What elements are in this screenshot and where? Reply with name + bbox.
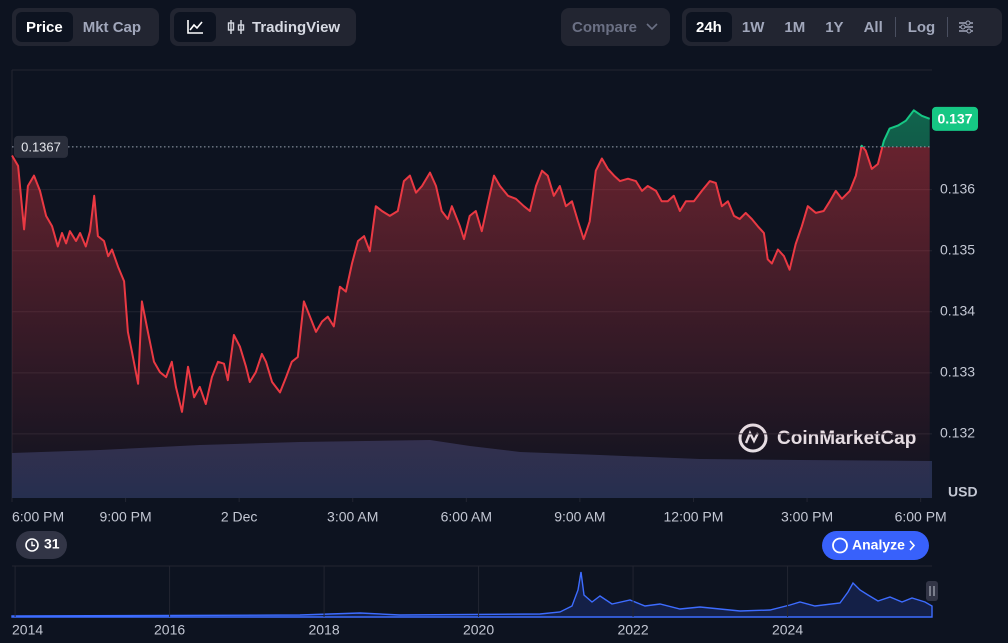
overview-tick-label: 2018 — [308, 622, 339, 638]
overview-tick-label: 2014 — [12, 622, 43, 638]
badge-count: 31 — [44, 536, 60, 552]
x-tick-label: 12:00 PM — [664, 509, 724, 525]
y-unit: USD — [948, 484, 978, 500]
last-price-tag — [932, 106, 978, 131]
reference-tag — [14, 135, 68, 158]
analyze-button[interactable]: Analyze — [822, 531, 929, 560]
x-tick-label: 9:00 PM — [100, 509, 152, 525]
x-tick-label: 6:00 PM — [895, 509, 947, 525]
price-line-above — [860, 109, 931, 147]
tradingview-label: TradingView — [252, 18, 341, 36]
log-button[interactable]: Log — [907, 18, 936, 36]
price-button[interactable]: Price — [16, 12, 73, 42]
x-tick-label: 2 Dec — [221, 509, 258, 525]
y-tick-label: 0.135 — [940, 241, 975, 257]
range-button[interactable]: 1Y — [825, 18, 844, 36]
overview-tick-label: 2016 — [154, 622, 185, 638]
x-tick-label: 3:00 AM — [327, 509, 378, 525]
overview-handle[interactable] — [926, 581, 938, 601]
volume-area — [12, 440, 932, 498]
x-tick-label: 6:00 PM — [12, 509, 64, 525]
overview-tick-label: 2022 — [617, 622, 648, 638]
x-tick-label: 9:00 AM — [554, 509, 605, 525]
tradingview-button[interactable]: TradingView — [216, 12, 350, 42]
range-toggle: 24h 1W 1M 1Y All Log — [682, 8, 1002, 46]
separator — [894, 17, 896, 37]
line-icon — [187, 20, 203, 34]
chart-style: TradingView — [170, 8, 356, 46]
y-tick-label: 0.132 — [940, 425, 975, 441]
compare-button[interactable]: Compare — [561, 8, 670, 46]
overview-line — [11, 571, 933, 618]
watermark: CoinMarketCap — [738, 423, 916, 453]
y-tick-label: 0.133 — [940, 364, 975, 380]
range-button[interactable]: All — [863, 18, 883, 36]
area-below — [12, 146, 930, 498]
reference-label: 0.1367 — [21, 139, 61, 154]
mktcap-button[interactable]: Mkt Cap — [82, 18, 142, 36]
x-tick-label: 6:00 AM — [441, 509, 492, 525]
line-chart-button[interactable] — [174, 12, 216, 42]
candle-icon — [227, 20, 245, 34]
chevron — [646, 23, 658, 31]
range-button[interactable]: 1M — [784, 18, 806, 36]
y-tick-label: 0.134 — [940, 302, 975, 318]
price-line-below — [11, 146, 884, 413]
watermark-text: CoinMarketCap — [777, 428, 916, 449]
range-button[interactable]: 1W — [741, 18, 765, 36]
x-tick-label: 3:00 PM — [781, 509, 833, 525]
history-badge[interactable]: 31 — [16, 531, 67, 559]
overview-tick-label: 2020 — [463, 622, 494, 638]
overview-tick-label: 2024 — [772, 622, 803, 638]
view-toggle: Price Mkt Cap — [12, 8, 159, 46]
range-button[interactable]: 24h — [686, 12, 732, 42]
compare-label: Compare — [571, 18, 638, 36]
last-price-label: 0.137 — [937, 111, 972, 127]
settings-icon — [959, 20, 974, 34]
analyze-label: Analyze — [852, 537, 905, 553]
settings-button[interactable] — [950, 12, 982, 42]
area-above — [12, 110, 930, 147]
separator — [947, 17, 949, 37]
handle-grip — [929, 586, 935, 596]
y-tick-label: 0.136 — [940, 180, 975, 196]
